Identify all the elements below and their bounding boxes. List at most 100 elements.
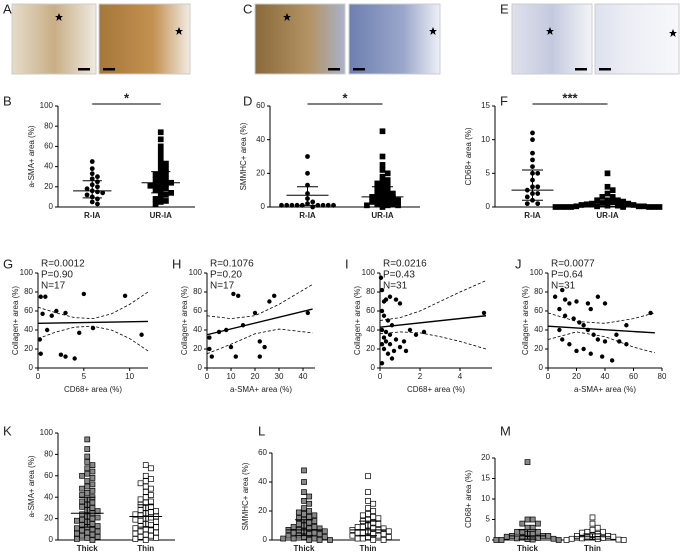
data-point — [577, 320, 582, 325]
data-point — [635, 203, 642, 210]
x-tick-label: 10 — [227, 372, 236, 381]
data-point — [84, 192, 90, 198]
data-point — [301, 467, 307, 474]
data-point — [142, 537, 149, 543]
data-point — [610, 533, 617, 540]
data-point — [384, 170, 391, 177]
data-point — [395, 202, 401, 209]
data-point — [94, 523, 101, 529]
data-point — [54, 308, 59, 314]
data-point — [379, 287, 385, 293]
regression-line — [37, 320, 149, 325]
data-point — [381, 313, 387, 318]
y-tick-label: 20 — [481, 453, 490, 462]
data-point — [385, 528, 392, 535]
data-point — [148, 485, 154, 492]
data-point — [599, 354, 605, 359]
data-point — [132, 516, 139, 523]
data-point — [89, 166, 95, 172]
data-point — [620, 204, 626, 210]
data-point — [379, 173, 386, 180]
data-point — [609, 358, 615, 363]
data-point — [280, 535, 287, 542]
confidence-band-upper — [379, 280, 487, 321]
data-point — [573, 203, 580, 210]
significance-label: * — [124, 90, 130, 105]
data-point — [58, 352, 64, 357]
data-point — [148, 509, 154, 516]
data-point — [519, 520, 526, 527]
annotation: P=0.64 — [551, 270, 583, 281]
data-point — [142, 472, 149, 479]
data-point — [295, 509, 302, 516]
category-label: Thin — [137, 544, 154, 553]
data-point — [89, 521, 96, 527]
data-point — [89, 462, 96, 468]
data-point — [393, 337, 399, 342]
y-tick-label: 15 — [481, 101, 490, 110]
x-tick-label: 0 — [378, 372, 383, 381]
data-point — [79, 503, 85, 510]
y-tick-label: 80 — [24, 287, 33, 296]
data-point — [137, 528, 144, 535]
data-point — [137, 480, 144, 487]
data-point — [157, 194, 164, 200]
data-point — [379, 167, 386, 173]
data-point — [390, 190, 396, 197]
data-point — [236, 293, 241, 298]
x-tick-label: 20 — [251, 372, 260, 381]
data-point — [89, 171, 95, 177]
data-point — [147, 182, 154, 189]
data-point — [595, 337, 601, 342]
data-point — [137, 517, 144, 524]
y-axis-label: SMMHC+ area (%) — [239, 122, 248, 190]
data-point — [228, 344, 234, 350]
y-tick-label: 0 — [263, 535, 268, 544]
data-point — [614, 332, 619, 337]
panel-letter: B — [3, 93, 12, 108]
data-point — [387, 332, 393, 337]
y-tick-label: 40 — [44, 162, 53, 171]
data-point — [413, 332, 419, 337]
y-tick-label: 60 — [534, 306, 543, 315]
category-label: R-IA — [84, 211, 101, 220]
data-point — [514, 528, 520, 535]
data-point — [604, 170, 611, 177]
data-point — [530, 130, 535, 136]
data-point — [163, 198, 169, 204]
y-tick-label: 10 — [481, 135, 490, 144]
micrograph — [254, 3, 346, 75]
data-point — [568, 204, 574, 210]
y-tick-label: 80 — [44, 450, 53, 459]
confidence-band-lower — [547, 331, 655, 354]
data-point — [407, 327, 413, 333]
data-point — [311, 529, 318, 536]
y-axis-label: Collagen+ area (%) — [11, 286, 20, 355]
data-point — [142, 478, 149, 484]
data-point — [94, 528, 101, 535]
data-point — [79, 511, 85, 518]
category-label: Thin — [360, 544, 377, 553]
data-point — [316, 525, 323, 532]
data-point — [142, 489, 149, 495]
data-point — [157, 143, 164, 150]
data-point — [311, 524, 318, 530]
data-point — [370, 508, 377, 514]
y-tick-label: 10 — [481, 494, 490, 503]
data-point — [81, 291, 87, 297]
confidence-band-upper — [37, 291, 149, 320]
y-tick-label: 100 — [362, 268, 376, 277]
significance-label: *** — [562, 90, 578, 105]
micrograph — [594, 3, 680, 75]
data-point — [370, 500, 377, 507]
y-tick-label: 0 — [49, 202, 54, 211]
star-markers — [55, 13, 677, 37]
data-point — [579, 529, 585, 536]
data-point — [617, 339, 622, 344]
data-point — [137, 496, 144, 503]
data-point — [374, 180, 381, 187]
panel-letter: L — [258, 423, 265, 438]
data-point — [84, 459, 91, 465]
data-point — [379, 128, 386, 135]
x-tick-label: 0 — [205, 372, 210, 381]
